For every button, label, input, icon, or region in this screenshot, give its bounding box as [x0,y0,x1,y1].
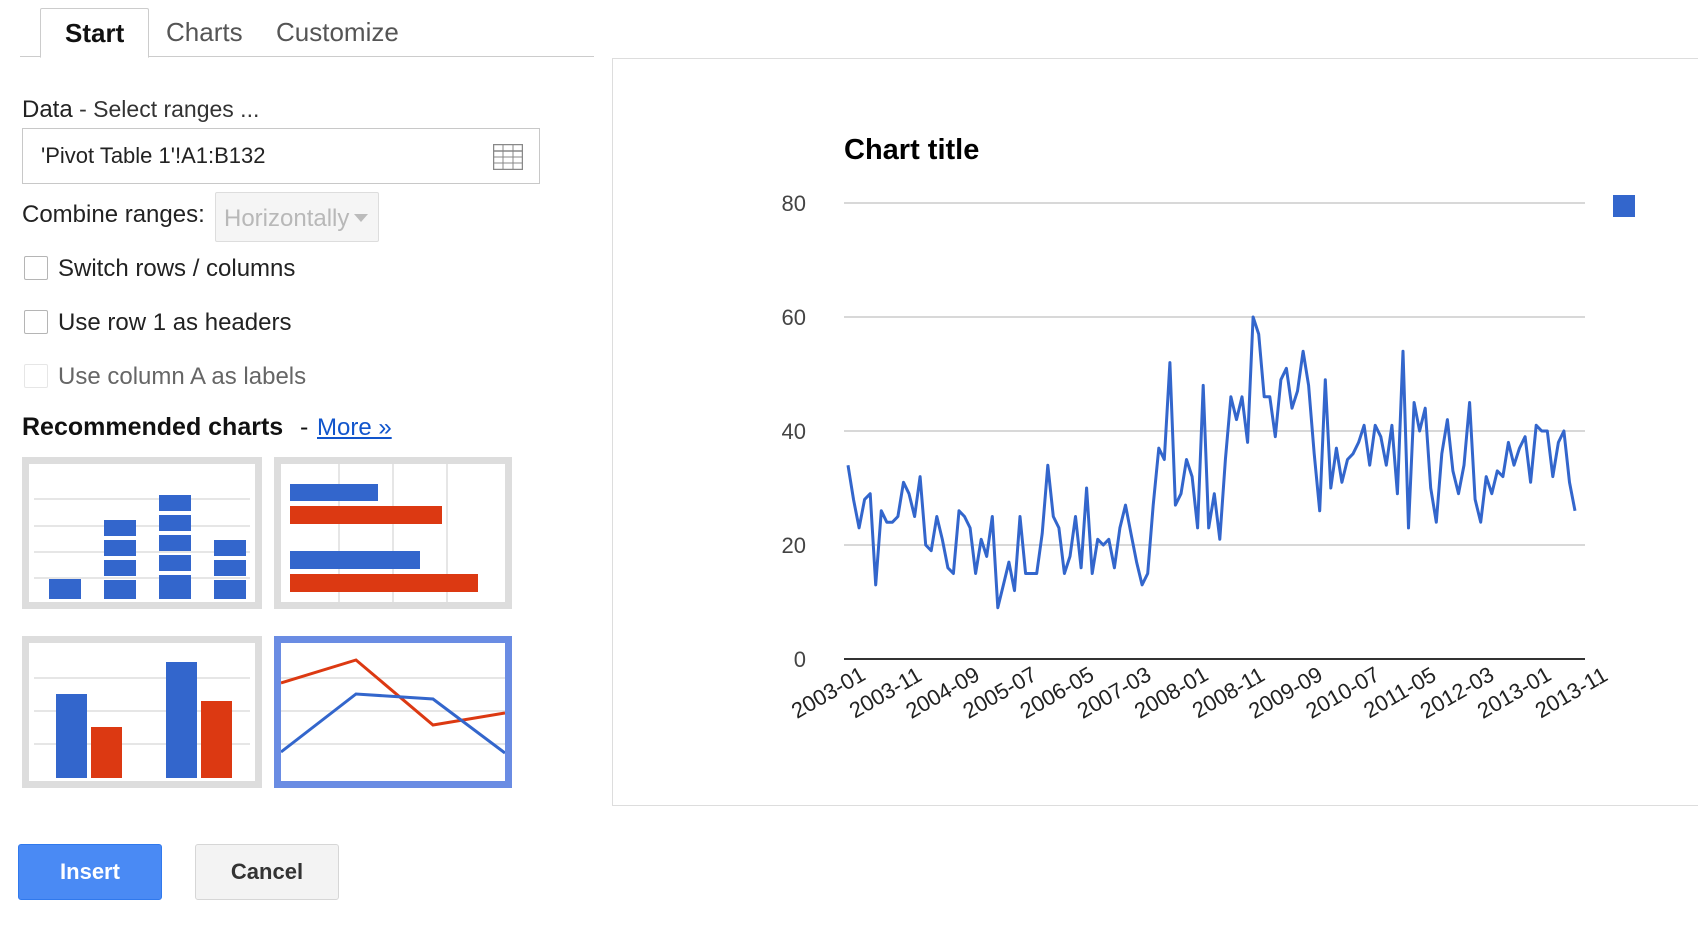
line-chart: Chart title0204060802003-012003-112004-0… [782,134,1635,724]
chart-thumb-bar[interactable] [274,457,512,609]
line-chart-icon [281,658,505,755]
chart-preview-panel: Chart title 0 20 40 60 80 2003-01 2003-11 2004-0… [612,58,1698,806]
data-sublabel: Select ranges ... [93,96,260,122]
chart-thumb-line[interactable] [274,636,512,788]
combine-ranges-select[interactable]: Horizontally [215,192,379,242]
colA-labels-label: Use column A as labels [58,363,307,390]
y-tick-label: 0 [794,647,806,672]
data-range-input[interactable]: 'Pivot Table 1'!A1:B132 [22,128,540,184]
combine-ranges-label: Combine ranges: [22,201,205,228]
chart-thumb-column[interactable] [22,636,262,788]
tab-start[interactable]: Start [40,8,150,58]
y-tick-label: 80 [782,191,806,216]
colA-labels-checkbox [24,364,48,388]
switch-rows-label: Switch rows / columns [58,255,296,282]
tab-customize[interactable]: Customize [276,17,399,47]
more-charts-link[interactable]: More » [317,414,392,441]
recommended-charts-title: Recommended charts [22,413,284,441]
y-tick-label: 20 [782,533,806,558]
chart-title: Chart title [844,134,979,166]
grid-icon[interactable] [493,144,523,170]
bar-chart-icon [290,464,478,602]
insert-button[interactable]: Insert [18,844,162,900]
legend-swatch [1613,195,1635,217]
data-range-value: 'Pivot Table 1'!A1:B132 [41,143,266,168]
recommended-separator: - [300,413,309,441]
tab-bar-divider [20,56,594,57]
column-chart-icon [34,662,250,778]
data-label-text: Data [22,96,73,123]
y-tick-label: 40 [782,419,806,444]
data-label: Data - Select ranges ... [22,96,260,123]
series-line [846,315,1577,610]
cancel-button[interactable]: Cancel [195,844,339,900]
row1-headers-checkbox[interactable] [24,310,48,334]
tab-charts[interactable]: Charts [166,17,243,47]
switch-rows-checkbox[interactable] [24,256,48,280]
chart-thumb-stacked-column[interactable] [22,457,262,609]
stacked-column-chart-icon [34,495,250,599]
row1-headers-label: Use row 1 as headers [58,309,292,336]
combine-ranges-value: Horizontally [224,205,350,232]
chevron-down-icon [354,214,368,222]
y-tick-label: 60 [782,305,806,330]
